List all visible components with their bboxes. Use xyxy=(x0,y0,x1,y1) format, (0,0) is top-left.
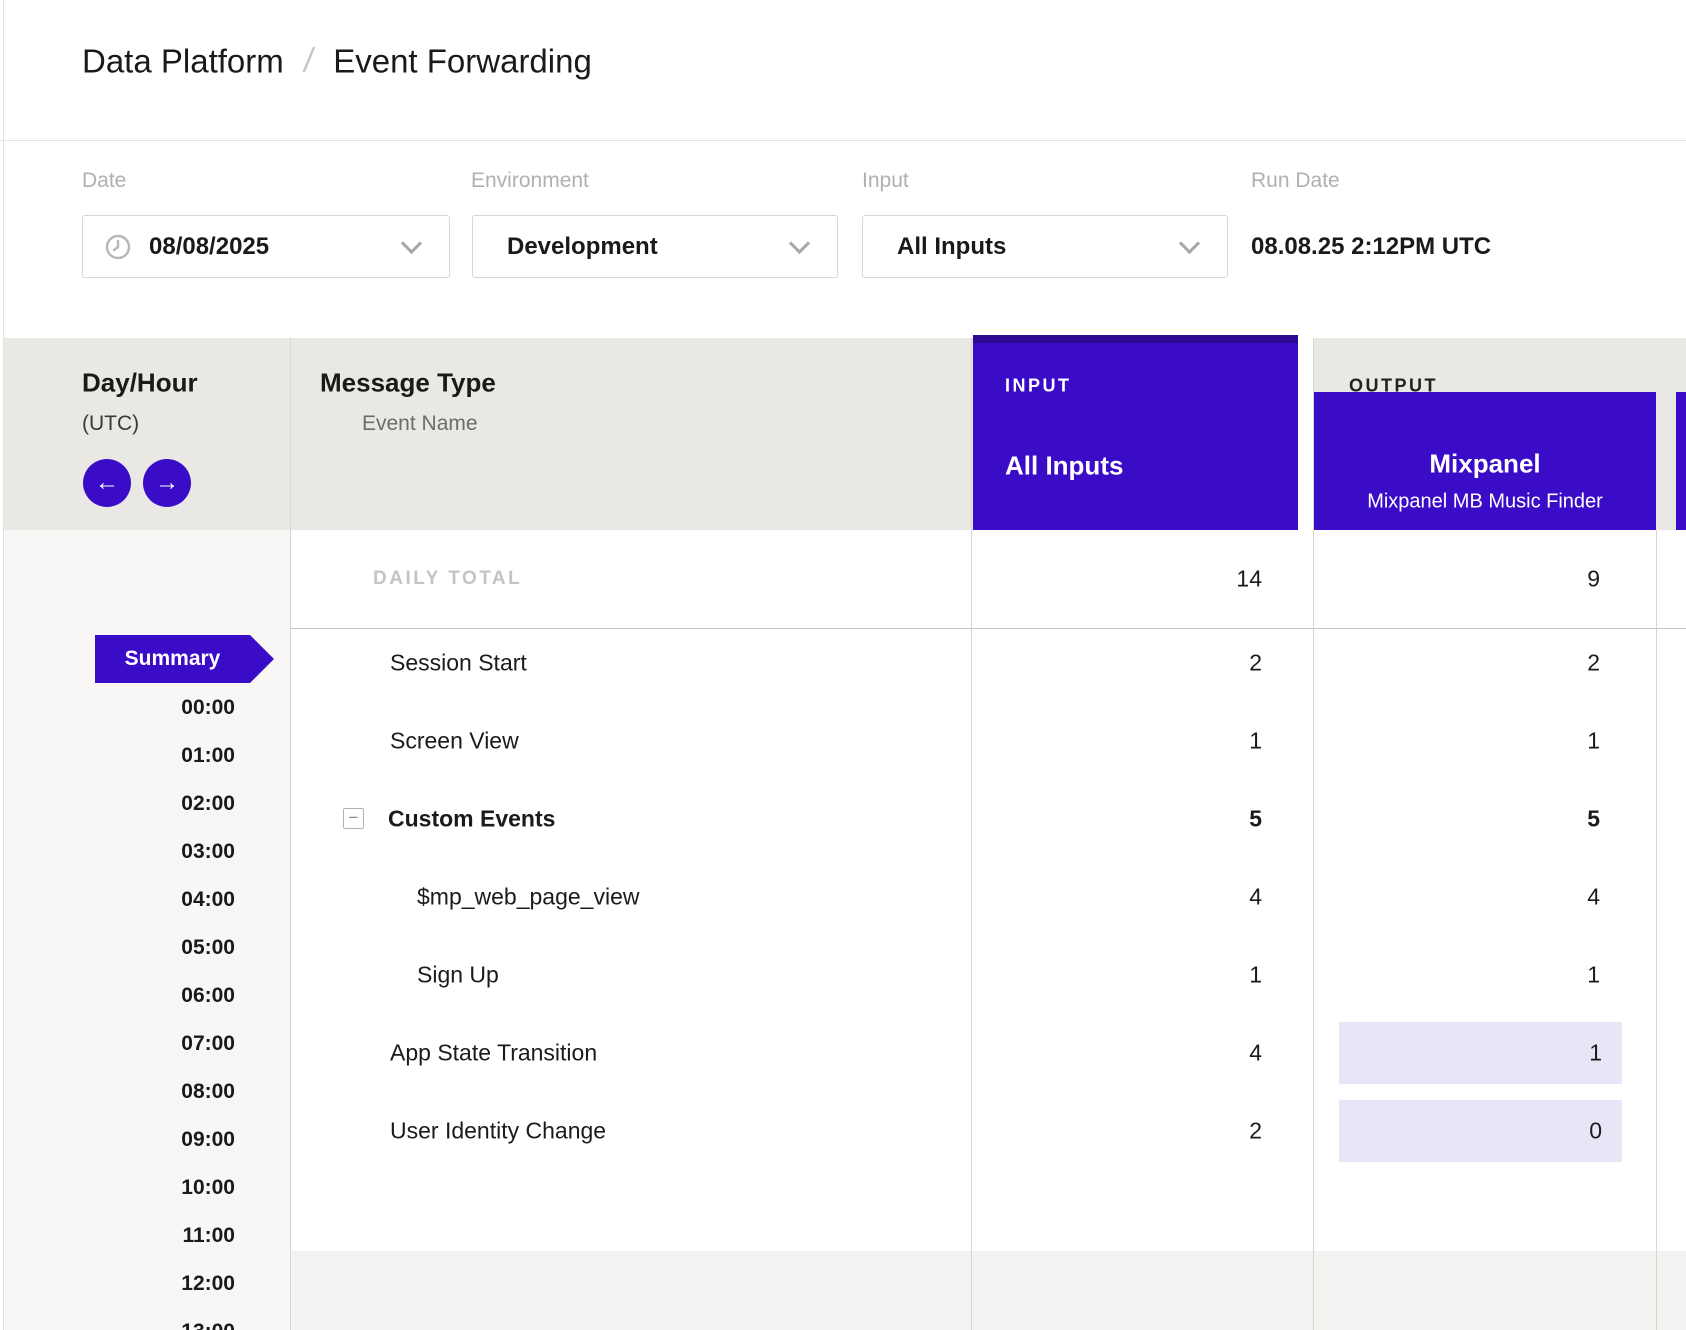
input-value-app-state-transition: 4 xyxy=(1249,1039,1262,1066)
header-divider xyxy=(0,140,1686,141)
hour-label-09-00[interactable]: 09:00 xyxy=(181,1128,235,1151)
highlighted-output-cell-user-identity-change[interactable]: 0 xyxy=(1339,1100,1622,1162)
row-label-sign-up: Sign Up xyxy=(417,961,499,988)
date-label: Date xyxy=(82,169,127,192)
output-value-sign-up: 1 xyxy=(1587,961,1600,988)
input-value-sign-up: 1 xyxy=(1249,961,1262,988)
hour-label-11-00[interactable]: 11:00 xyxy=(182,1224,235,1247)
output-value-mp-web-page-view: 4 xyxy=(1587,883,1600,910)
daily-total-input-value: 14 xyxy=(1236,565,1262,592)
summary-tab-arrow xyxy=(250,635,274,683)
input-header: INPUT xyxy=(1005,375,1072,396)
environment-label: Environment xyxy=(471,169,589,192)
daily-total-divider xyxy=(290,628,1686,629)
daily-total-label: DAILY TOTAL xyxy=(373,568,523,589)
hour-label-08-00[interactable]: 08:00 xyxy=(181,1080,235,1103)
input-label: Input xyxy=(862,169,909,192)
input-dropdown[interactable]: All Inputs xyxy=(862,215,1228,278)
previous-day-button[interactable]: ← xyxy=(83,459,131,507)
row-label-session-start: Session Start xyxy=(390,649,527,676)
output-value-session-start: 2 xyxy=(1587,649,1600,676)
input-selected-name: All Inputs xyxy=(1005,450,1124,481)
input-value-screen-view: 1 xyxy=(1249,727,1262,754)
column-divider xyxy=(290,338,291,1330)
date-value: 08/08/2025 xyxy=(149,232,270,260)
hour-label-06-00[interactable]: 06:00 xyxy=(181,984,235,1007)
collapse-toggle-icon[interactable]: − xyxy=(343,808,364,829)
input-value-custom-events: 5 xyxy=(1249,805,1262,832)
row-label-mp-web-page-view: $mp_web_page_view xyxy=(417,883,640,910)
event-name-subtitle: Event Name xyxy=(362,412,478,435)
row-label-user-identity-change: User Identity Change xyxy=(390,1117,607,1144)
breadcrumb-data-platform[interactable]: Data Platform xyxy=(82,42,284,79)
hour-label-01-00[interactable]: 01:00 xyxy=(181,744,235,767)
next-output-column-sliver xyxy=(1676,392,1686,530)
output-connection-name: Mixpanel MB Music Finder xyxy=(1367,490,1603,513)
chevron-down-icon xyxy=(1178,232,1201,254)
environment-dropdown[interactable]: Development xyxy=(472,215,838,278)
summary-tab-label: Summary xyxy=(124,647,221,670)
input-value-user-identity-change: 2 xyxy=(1249,1117,1262,1144)
run-date-label: Run Date xyxy=(1251,169,1340,192)
row-label-app-state-transition: App State Transition xyxy=(390,1039,598,1066)
breadcrumb-separator: / xyxy=(301,41,316,80)
highlighted-output-cell-app-state-transition[interactable]: 1 xyxy=(1339,1022,1622,1084)
daily-total-output-value: 9 xyxy=(1587,565,1600,592)
table-footer-band xyxy=(290,1251,1686,1330)
day-hour-title: Day/Hour xyxy=(82,367,198,398)
chevron-down-icon xyxy=(400,232,423,254)
output-name: Mixpanel xyxy=(1429,448,1541,479)
input-value: All Inputs xyxy=(897,232,1007,260)
row-label-screen-view: Screen View xyxy=(390,727,519,754)
input-value-mp-web-page-view: 4 xyxy=(1249,883,1262,910)
output-value-screen-view: 1 xyxy=(1587,727,1600,754)
output-value-custom-events: 5 xyxy=(1587,805,1600,832)
chevron-down-icon xyxy=(788,232,811,254)
input-value-session-start: 2 xyxy=(1249,649,1262,676)
message-type-title: Message Type xyxy=(320,367,496,398)
next-day-button[interactable]: → xyxy=(143,459,191,507)
breadcrumb: Data Platform / Event Forwarding xyxy=(82,42,592,81)
column-divider xyxy=(971,338,972,1330)
run-date-value: 08.08.25 2:12PM UTC xyxy=(1251,233,1492,260)
hour-label-07-00[interactable]: 07:00 xyxy=(181,1032,235,1055)
date-dropdown[interactable]: 08/08/2025 xyxy=(82,215,450,278)
row-label-custom-events: Custom Events xyxy=(388,805,556,832)
day-hour-subtitle: (UTC) xyxy=(82,412,140,435)
hour-label-04-00[interactable]: 04:00 xyxy=(181,888,235,911)
output-value-app-state-transition: 1 xyxy=(1589,1039,1602,1066)
input-column-header[interactable]: INPUT All Inputs xyxy=(973,335,1298,530)
column-divider xyxy=(1656,530,1657,1330)
output-value-user-identity-change: 0 xyxy=(1589,1117,1602,1144)
hour-label-00-00[interactable]: 00:00 xyxy=(181,696,235,719)
summary-tab[interactable]: Summary xyxy=(95,635,274,683)
arrow-left-icon: ← xyxy=(95,469,119,496)
output-header: OUTPUT xyxy=(1349,375,1438,396)
arrow-right-icon: → xyxy=(155,469,179,496)
hour-label-02-00[interactable]: 02:00 xyxy=(181,792,235,815)
hour-label-13-00[interactable]: 13:00 xyxy=(0,1308,235,1330)
hour-label-12-00[interactable]: 12:00 xyxy=(181,1272,235,1295)
column-divider xyxy=(1313,338,1314,1330)
page-left-border xyxy=(3,0,4,1330)
hour-label-05-00[interactable]: 05:00 xyxy=(181,936,235,959)
input-output-gap xyxy=(1298,338,1313,530)
environment-value: Development xyxy=(507,232,658,260)
hour-label-03-00[interactable]: 03:00 xyxy=(181,840,235,863)
breadcrumb-event-forwarding[interactable]: Event Forwarding xyxy=(333,42,592,79)
hour-label-10-00[interactable]: 10:00 xyxy=(181,1176,235,1199)
output-column-header-mixpanel[interactable]: Mixpanel Mixpanel MB Music Finder xyxy=(1314,392,1656,530)
clock-icon xyxy=(105,234,131,259)
